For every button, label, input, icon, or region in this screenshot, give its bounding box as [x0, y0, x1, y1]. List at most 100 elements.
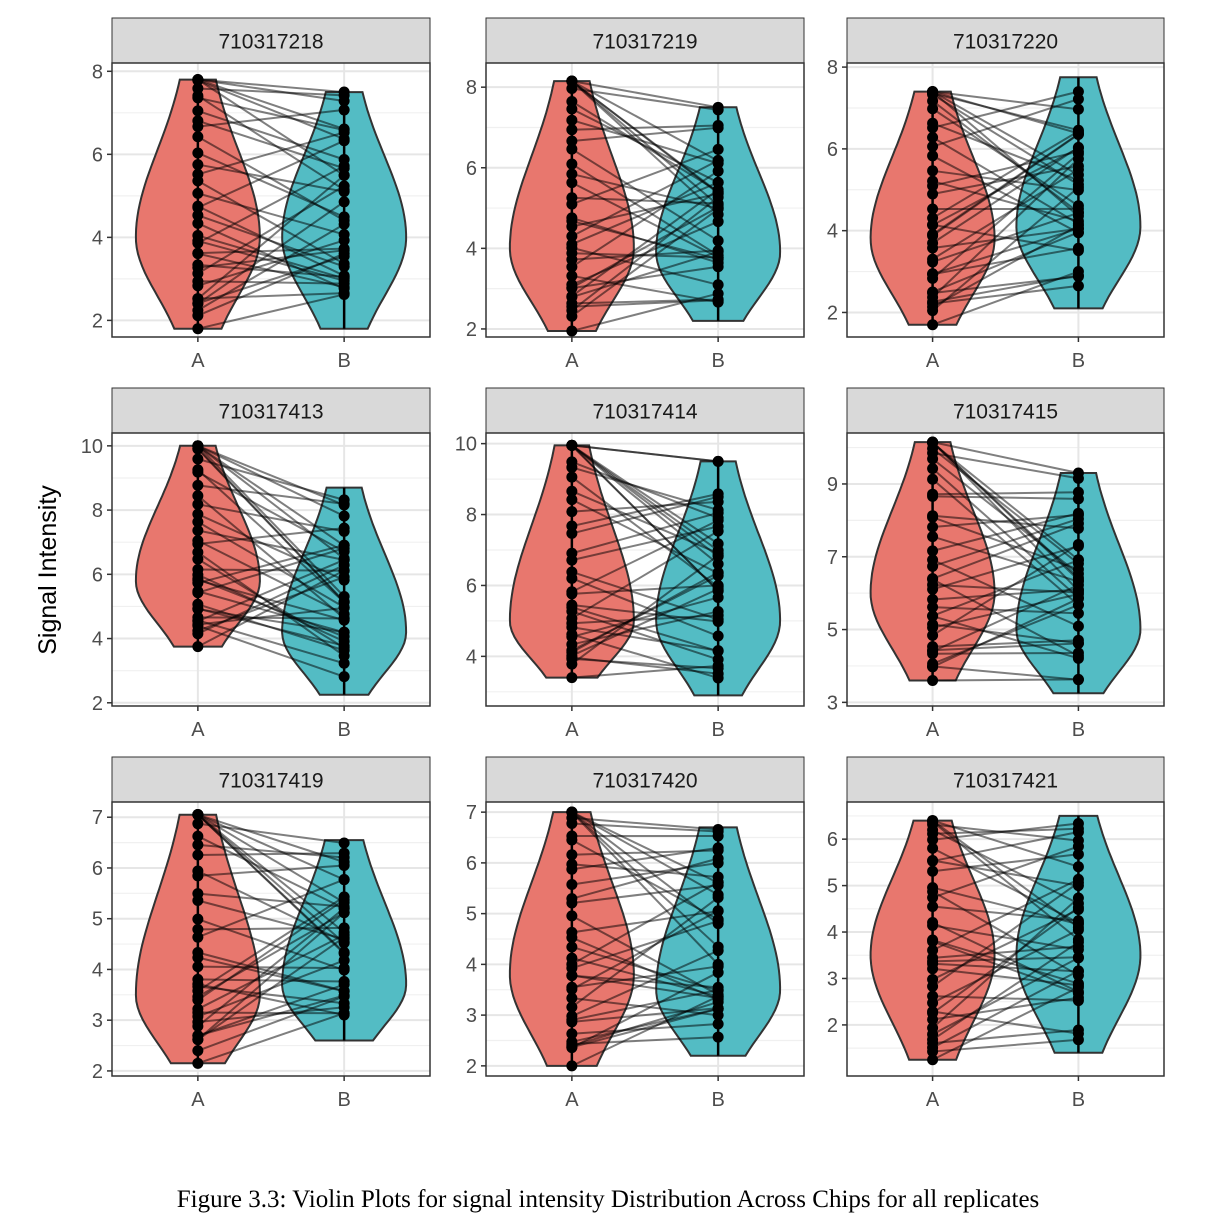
pair-line [197, 978, 345, 983]
data-point [927, 601, 939, 613]
pair-line [932, 284, 1079, 305]
data-point [566, 230, 578, 242]
panel-border [485, 432, 805, 707]
data-point [927, 865, 939, 877]
pair-line [571, 124, 719, 131]
data-point [1072, 921, 1084, 933]
pair-line [197, 135, 345, 222]
pair-line [571, 80, 719, 206]
pair-line [571, 1036, 719, 1046]
panel-710317420: 710317420 2 3 4 5 6 7 A B [466, 756, 805, 1111]
data-point [927, 203, 939, 215]
x-tick-label: A [926, 719, 940, 741]
pair-line [571, 884, 719, 904]
data-point [927, 610, 939, 622]
y-tick-label: 2 [466, 319, 477, 341]
data-point [192, 585, 204, 597]
pair-line [931, 100, 1080, 214]
data-point [338, 1009, 350, 1021]
data-point [1072, 861, 1084, 873]
data-point [338, 565, 350, 577]
data-point [338, 95, 350, 107]
data-point [927, 268, 939, 280]
data-point [566, 586, 578, 598]
data-point [338, 650, 350, 662]
y-tick-label: 3 [827, 692, 838, 714]
data-point [566, 638, 578, 650]
panel-710317413: 710317413 2 4 6 8 10 A B [81, 387, 431, 741]
pair-line [571, 936, 719, 1001]
data-point [338, 270, 350, 282]
data-point [566, 992, 578, 1004]
pair-line [571, 80, 719, 195]
data-point [566, 177, 578, 189]
data-point [566, 926, 578, 938]
data-point [712, 249, 724, 261]
pair-line [197, 222, 345, 290]
pair-line [571, 610, 719, 661]
pair-line [571, 148, 719, 242]
data-point [338, 283, 350, 295]
data-point [192, 498, 204, 510]
data-point [338, 540, 350, 552]
data-point [566, 599, 578, 611]
pair-line [571, 444, 719, 592]
data-point [566, 806, 578, 818]
pair-line [932, 853, 1079, 873]
data-point [192, 809, 204, 821]
panel-710317414: 710317414 4 6 8 10 A B [455, 387, 805, 741]
data-point [192, 74, 204, 86]
data-point [566, 75, 578, 87]
data-point [712, 958, 724, 970]
pair-line [932, 1029, 1079, 1045]
pair-line [197, 813, 345, 955]
pair-line [571, 530, 719, 620]
data-point [927, 286, 939, 298]
pair-line [571, 577, 719, 637]
pair-line [197, 624, 345, 678]
data-point [927, 842, 939, 854]
data-point [927, 815, 939, 827]
data-point [712, 877, 724, 889]
pair-line [932, 678, 1079, 682]
data-point [192, 159, 204, 171]
data-point [1072, 674, 1084, 686]
data-point [927, 944, 939, 956]
data-point [566, 1060, 578, 1072]
pair-line [571, 571, 719, 621]
y-tick-label: 9 [827, 474, 838, 496]
y-tick-label: 3 [827, 968, 838, 990]
data-point [566, 547, 578, 559]
pair-line [932, 819, 1079, 868]
pair-line [932, 906, 1079, 1014]
data-point [192, 973, 204, 985]
data-point [927, 675, 939, 687]
y-tick-label: 2 [92, 693, 103, 715]
pair-line [197, 292, 345, 300]
pair-line [932, 615, 1079, 660]
pair-line [932, 651, 1079, 655]
data-point [712, 176, 724, 188]
data-point [338, 184, 350, 196]
data-point [566, 485, 578, 497]
data-point [712, 1018, 724, 1030]
data-point [338, 897, 350, 909]
data-point [927, 131, 939, 143]
data-point [192, 641, 204, 653]
data-point [192, 131, 204, 143]
pair-line [197, 619, 345, 665]
panel-border [485, 801, 805, 1077]
data-point [566, 672, 578, 684]
pair-line [197, 448, 345, 603]
pair-line [571, 811, 719, 925]
pair-line [932, 451, 1079, 480]
y-tick-label: 6 [92, 858, 103, 880]
pair-line [571, 80, 719, 216]
pair-line [197, 252, 345, 289]
data-point [1072, 486, 1084, 498]
data-point [1072, 951, 1084, 963]
data-point [566, 471, 578, 483]
data-point [192, 1030, 204, 1042]
y-tick-label: 4 [92, 227, 103, 249]
strip-label: 710317415 [953, 401, 1058, 424]
